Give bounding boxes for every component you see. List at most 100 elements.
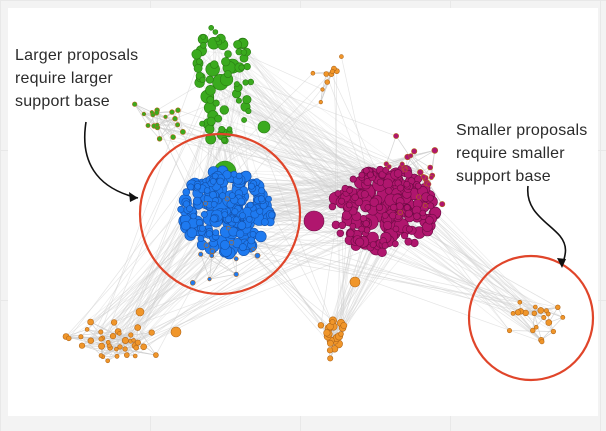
network-node <box>376 178 385 186</box>
network-node <box>329 69 335 75</box>
network-edge <box>435 212 544 318</box>
network-node <box>323 71 330 77</box>
network-node <box>141 111 147 117</box>
network-node <box>381 211 389 219</box>
network-edge <box>222 44 334 327</box>
network-node <box>203 187 211 194</box>
network-edge <box>234 219 514 314</box>
network-edge <box>209 255 258 280</box>
network-node <box>401 232 409 240</box>
network-edge <box>147 125 373 179</box>
network-edge <box>171 111 184 133</box>
network-node <box>324 79 330 85</box>
network-node <box>369 197 379 207</box>
network-edge <box>422 212 521 312</box>
network-edge <box>134 103 153 113</box>
network-node <box>204 124 215 134</box>
left-arrowhead <box>129 192 138 202</box>
network-node <box>506 328 512 334</box>
network-node <box>403 180 411 188</box>
network-node <box>247 201 254 209</box>
network-node <box>411 148 418 155</box>
network-edge <box>137 249 232 343</box>
network-node <box>153 352 159 358</box>
network-node <box>212 99 220 107</box>
network-edge <box>335 198 343 328</box>
network-node <box>221 137 228 144</box>
network-node <box>239 212 246 219</box>
network-node <box>98 342 105 350</box>
network-edge <box>65 331 119 337</box>
network-edge <box>137 225 189 343</box>
network-edge <box>209 273 237 280</box>
network-node <box>383 220 393 230</box>
network-node <box>199 76 206 83</box>
network-node <box>203 201 208 206</box>
network-node <box>179 128 186 135</box>
network-node <box>172 115 178 122</box>
network-node <box>514 309 522 316</box>
network-edge <box>147 125 160 140</box>
network-edge <box>227 53 361 243</box>
network-node <box>369 241 377 248</box>
network-node <box>238 243 247 252</box>
network-node <box>425 216 434 225</box>
network-node <box>555 304 561 310</box>
network-node <box>363 226 371 234</box>
network-edge <box>197 68 367 193</box>
network-node <box>349 276 361 288</box>
network-node <box>386 164 392 170</box>
network-edge <box>238 100 379 180</box>
small-cluster-highlight-circle <box>467 254 595 382</box>
network-node <box>395 202 404 211</box>
network-node <box>235 229 245 239</box>
network-node <box>220 239 230 250</box>
network-node <box>87 337 95 344</box>
network-node <box>391 240 399 248</box>
right-annotation-text: Smaller proposals require smaller suppor… <box>456 122 588 185</box>
network-node <box>382 178 393 189</box>
network-node <box>531 310 537 316</box>
network-node <box>404 237 413 246</box>
network-node <box>251 247 256 252</box>
network-node <box>221 211 229 218</box>
network-node <box>210 60 219 69</box>
network-node <box>381 242 389 249</box>
network-node <box>231 208 239 216</box>
network-node <box>194 183 201 190</box>
network-edge <box>216 102 396 175</box>
network-node <box>545 319 553 326</box>
network-node <box>532 304 538 310</box>
network-edge <box>159 124 178 140</box>
network-edge <box>80 204 199 338</box>
network-edge <box>65 203 187 337</box>
network-node <box>193 64 203 73</box>
network-edge <box>385 135 397 165</box>
network-node <box>260 218 269 226</box>
network-edge <box>125 233 210 341</box>
network-canvas <box>8 8 598 416</box>
network-node <box>257 120 271 134</box>
network-node <box>98 336 104 342</box>
network-node <box>110 319 118 326</box>
network-node <box>78 334 84 340</box>
network-node <box>163 114 168 119</box>
network-node <box>233 81 240 87</box>
network-node <box>358 225 365 233</box>
network-node <box>317 322 325 329</box>
network-node <box>198 224 206 232</box>
network-node <box>223 70 232 78</box>
network-node <box>362 220 370 228</box>
network-node <box>355 237 365 247</box>
network-node <box>187 183 195 191</box>
network-node <box>224 196 230 202</box>
network-node <box>339 54 344 59</box>
network-edge <box>109 171 369 346</box>
network-edge <box>341 56 367 171</box>
network-node <box>358 171 366 179</box>
network-node <box>212 29 219 35</box>
network-edge <box>410 155 432 178</box>
network-node <box>405 225 413 233</box>
network-node <box>254 252 261 259</box>
network-edge <box>156 109 179 114</box>
